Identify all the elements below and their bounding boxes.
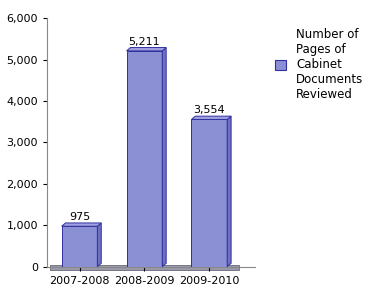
Text: 5,211: 5,211 xyxy=(129,37,160,47)
Bar xyxy=(62,226,97,267)
Polygon shape xyxy=(127,48,166,51)
Text: 3,554: 3,554 xyxy=(194,105,225,115)
Polygon shape xyxy=(62,223,101,226)
Polygon shape xyxy=(227,116,231,267)
Polygon shape xyxy=(162,48,166,267)
Bar xyxy=(192,119,227,267)
FancyBboxPatch shape xyxy=(50,265,239,270)
Polygon shape xyxy=(192,116,231,119)
Legend: Number of
Pages of
Cabinet
Documents
Reviewed: Number of Pages of Cabinet Documents Rev… xyxy=(271,24,367,104)
Bar xyxy=(127,51,162,267)
Text: 975: 975 xyxy=(69,212,90,222)
Polygon shape xyxy=(97,223,101,267)
